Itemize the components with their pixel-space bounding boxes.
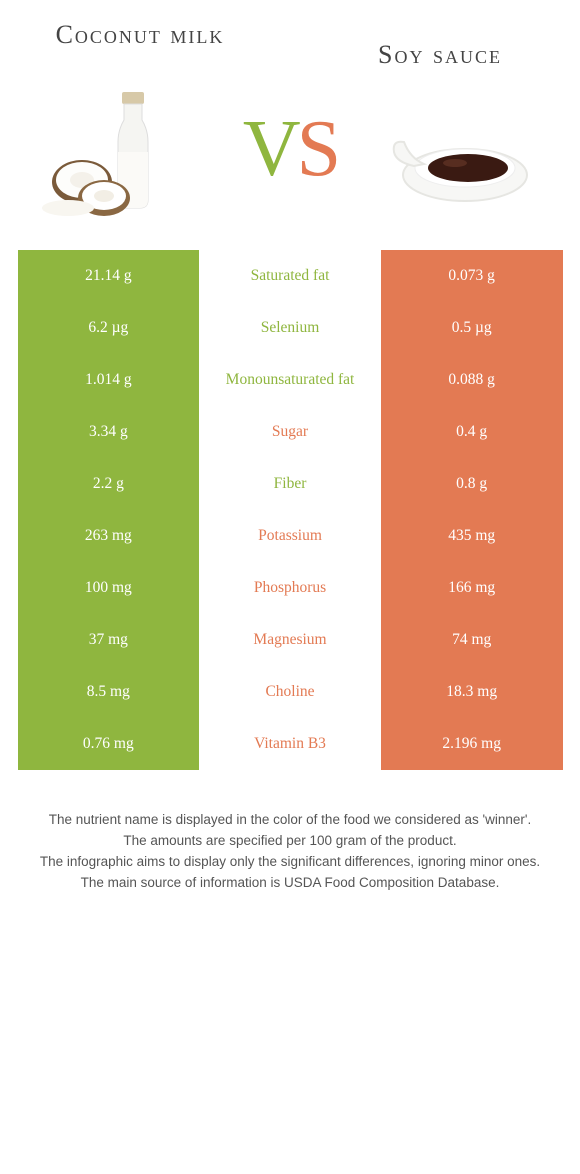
left-value-cell: 100 mg bbox=[18, 562, 200, 614]
nutrient-label-cell: Saturated fat bbox=[199, 250, 381, 302]
infographic-container: Coconut milk Soy sauce VS bbox=[0, 0, 580, 914]
nutrient-row: 6.2 µgSelenium0.5 µg bbox=[18, 302, 563, 354]
header: Coconut milk Soy sauce bbox=[0, 0, 580, 80]
nutrient-row: 100 mgPhosphorus166 mg bbox=[18, 562, 563, 614]
footer-line-3: The infographic aims to display only the… bbox=[30, 852, 550, 873]
left-food-title: Coconut milk bbox=[40, 20, 240, 50]
nutrient-label-cell: Potassium bbox=[199, 510, 381, 562]
left-value-cell: 2.2 g bbox=[18, 458, 200, 510]
right-value-cell: 0.088 g bbox=[381, 354, 563, 406]
footer-line-2: The amounts are specified per 100 gram o… bbox=[30, 831, 550, 852]
left-value-cell: 37 mg bbox=[18, 614, 200, 666]
soy-sauce-image bbox=[380, 80, 540, 220]
left-value-cell: 21.14 g bbox=[18, 250, 200, 302]
right-value-cell: 166 mg bbox=[381, 562, 563, 614]
nutrient-label-cell: Monounsaturated fat bbox=[199, 354, 381, 406]
right-value-cell: 18.3 mg bbox=[381, 666, 563, 718]
nutrient-label-cell: Phosphorus bbox=[199, 562, 381, 614]
right-value-cell: 74 mg bbox=[381, 614, 563, 666]
left-value-cell: 6.2 µg bbox=[18, 302, 200, 354]
right-value-cell: 2.196 mg bbox=[381, 718, 563, 770]
nutrient-row: 2.2 gFiber0.8 g bbox=[18, 458, 563, 510]
vs-s: S bbox=[297, 105, 338, 193]
left-value-cell: 3.34 g bbox=[18, 406, 200, 458]
left-value-cell: 0.76 mg bbox=[18, 718, 200, 770]
nutrient-row: 263 mgPotassium435 mg bbox=[18, 510, 563, 562]
left-value-cell: 1.014 g bbox=[18, 354, 200, 406]
coconut-milk-image bbox=[40, 80, 200, 220]
right-value-cell: 0.4 g bbox=[381, 406, 563, 458]
nutrient-label-cell: Magnesium bbox=[199, 614, 381, 666]
right-value-cell: 0.5 µg bbox=[381, 302, 563, 354]
nutrient-label-cell: Choline bbox=[199, 666, 381, 718]
nutrient-row: 0.76 mgVitamin B32.196 mg bbox=[18, 718, 563, 770]
right-value-cell: 0.073 g bbox=[381, 250, 563, 302]
nutrient-row: 8.5 mgCholine18.3 mg bbox=[18, 666, 563, 718]
right-value-cell: 0.8 g bbox=[381, 458, 563, 510]
nutrient-label-cell: Vitamin B3 bbox=[199, 718, 381, 770]
nutrient-row: 37 mgMagnesium74 mg bbox=[18, 614, 563, 666]
left-value-cell: 263 mg bbox=[18, 510, 200, 562]
nutrient-label-cell: Fiber bbox=[199, 458, 381, 510]
nutrient-label-cell: Sugar bbox=[199, 406, 381, 458]
nutrient-table: 21.14 gSaturated fat0.073 g6.2 µgSeleniu… bbox=[18, 250, 563, 770]
left-value-cell: 8.5 mg bbox=[18, 666, 200, 718]
nutrient-row: 3.34 gSugar0.4 g bbox=[18, 406, 563, 458]
right-value-cell: 435 mg bbox=[381, 510, 563, 562]
footer-line-4: The main source of information is USDA F… bbox=[30, 873, 550, 894]
nutrient-row: 1.014 gMonounsaturated fat0.088 g bbox=[18, 354, 563, 406]
images-row: VS bbox=[0, 80, 580, 250]
vs-label: VS bbox=[243, 104, 337, 195]
right-food-title: Soy sauce bbox=[340, 40, 540, 70]
vs-v: V bbox=[243, 105, 297, 193]
footer-line-1: The nutrient name is displayed in the co… bbox=[30, 810, 550, 831]
footer-notes: The nutrient name is displayed in the co… bbox=[0, 770, 580, 914]
nutrient-row: 21.14 gSaturated fat0.073 g bbox=[18, 250, 563, 302]
nutrient-label-cell: Selenium bbox=[199, 302, 381, 354]
